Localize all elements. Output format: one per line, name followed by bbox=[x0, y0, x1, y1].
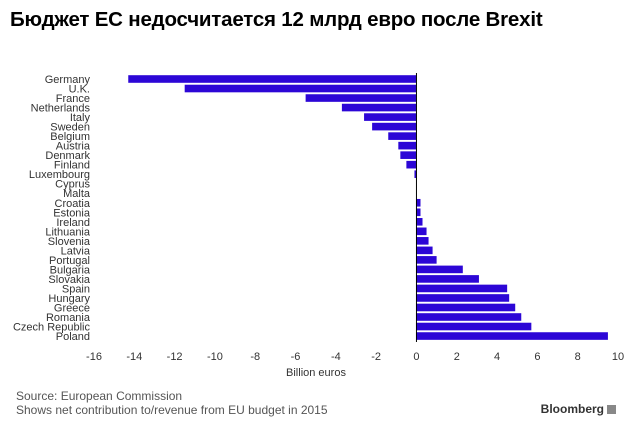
brand-logo: Bloomberg bbox=[541, 402, 616, 416]
bar-greece bbox=[416, 303, 516, 312]
category-label: Slovakia bbox=[48, 274, 90, 286]
bar-u-k bbox=[184, 84, 417, 93]
bar-latvia bbox=[416, 246, 433, 255]
category-label: Sweden bbox=[50, 122, 90, 134]
category-label: Finland bbox=[54, 160, 90, 172]
bar-spain bbox=[416, 284, 508, 293]
category-label: Greece bbox=[54, 302, 90, 314]
bar-hungary bbox=[416, 294, 510, 302]
bar-portugal bbox=[416, 256, 437, 264]
category-labels: GermanyU.K.FranceNetherlandsItalySwedenB… bbox=[13, 74, 91, 343]
category-label: Germany bbox=[45, 74, 91, 86]
brand-name: Bloomberg bbox=[540, 402, 604, 416]
brand-mark-icon bbox=[607, 405, 616, 414]
bar-bulgaria bbox=[416, 265, 463, 274]
chart-title: Бюджет ЕС недосчитается 12 млрд евро пос… bbox=[10, 8, 543, 31]
category-label: Ireland bbox=[56, 217, 90, 229]
bars-group bbox=[128, 75, 608, 340]
category-label: Belgium bbox=[50, 131, 90, 143]
category-label: Malta bbox=[63, 188, 91, 200]
x-tick-label: -10 bbox=[207, 351, 223, 363]
bar-sweden bbox=[372, 122, 417, 131]
x-tick-label: -12 bbox=[167, 351, 183, 363]
x-tick-label: -14 bbox=[126, 351, 142, 363]
category-label: Estonia bbox=[53, 207, 91, 219]
bar-belgium bbox=[388, 132, 417, 140]
bar-lithuania bbox=[416, 227, 427, 236]
category-label: Netherlands bbox=[31, 103, 91, 115]
category-label: Luxembourg bbox=[29, 169, 90, 181]
bar-germany bbox=[128, 75, 417, 83]
x-tick-label: -6 bbox=[291, 351, 301, 363]
bar-france bbox=[305, 94, 417, 102]
bar-slovakia bbox=[416, 275, 479, 283]
category-label: Austria bbox=[56, 141, 91, 153]
category-label: Cyprus bbox=[55, 179, 90, 191]
category-label: Slovenia bbox=[48, 236, 91, 248]
bar-finland bbox=[406, 160, 417, 169]
bar-luxembourg bbox=[414, 170, 417, 178]
bar-netherlands bbox=[341, 103, 417, 112]
category-label: Romania bbox=[46, 312, 91, 324]
category-label: Croatia bbox=[55, 198, 91, 210]
bar-poland bbox=[416, 332, 608, 340]
x-axis-label: Billion euros bbox=[286, 367, 346, 379]
category-label: Portugal bbox=[49, 255, 90, 267]
x-tick-label: 8 bbox=[575, 351, 581, 363]
x-tick-label: 4 bbox=[494, 351, 500, 363]
x-tick-label: 10 bbox=[612, 351, 624, 363]
x-tick-label: -8 bbox=[250, 351, 260, 363]
bar-austria bbox=[398, 141, 417, 150]
category-label: Latvia bbox=[61, 245, 91, 257]
bar-romania bbox=[416, 313, 522, 321]
category-label: U.K. bbox=[69, 84, 90, 96]
category-label: Lithuania bbox=[45, 226, 91, 238]
bar-ireland bbox=[416, 218, 423, 226]
bar-estonia bbox=[416, 208, 421, 217]
category-label: Denmark bbox=[45, 150, 90, 162]
category-label: Hungary bbox=[48, 293, 90, 305]
bar-croatia bbox=[416, 198, 421, 207]
category-label: Bulgaria bbox=[50, 264, 91, 276]
source-note: Source: European Commission bbox=[16, 389, 183, 403]
footnote: Shows net contribution to/revenue from E… bbox=[16, 403, 328, 417]
bar-slovenia bbox=[416, 237, 429, 245]
category-label: Czech Republic bbox=[13, 322, 91, 334]
category-label: Italy bbox=[70, 112, 91, 124]
x-tick-label: -4 bbox=[331, 351, 341, 363]
bar-denmark bbox=[400, 151, 417, 159]
category-label: Poland bbox=[56, 331, 90, 343]
x-tick-label: -2 bbox=[371, 351, 381, 363]
category-label: Spain bbox=[62, 283, 90, 295]
x-tick-label: -16 bbox=[86, 351, 102, 363]
x-tick-label: 6 bbox=[534, 351, 540, 363]
bar-czech-republic bbox=[416, 322, 532, 331]
x-tick-label: 2 bbox=[454, 351, 460, 363]
x-tick-labels: -16 -14 -12 -10 -8 -6 -4 -2 0 2 4 6 8 10 bbox=[86, 351, 624, 363]
category-label: France bbox=[56, 93, 90, 105]
bar-italy bbox=[364, 113, 417, 121]
x-tick-label: 0 bbox=[413, 351, 419, 363]
